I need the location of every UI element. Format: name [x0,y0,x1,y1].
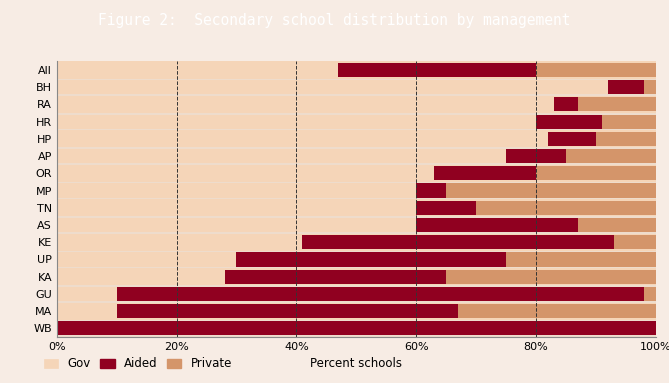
Bar [57,268,656,285]
Bar [57,61,656,79]
Bar [57,63,339,77]
Text: Figure 2:  Secondary school distribution by management: Figure 2: Secondary school distribution … [98,13,571,28]
Bar [607,80,644,94]
Bar [57,252,237,267]
Bar [644,80,656,94]
Bar [458,304,656,318]
Bar [536,166,656,180]
Bar [578,218,656,232]
Bar [57,130,656,147]
Bar [446,183,656,198]
Bar [57,96,656,113]
Bar [57,97,554,111]
Bar [416,183,446,198]
Legend: Gov, Aided, Private: Gov, Aided, Private [39,353,237,375]
Bar [57,218,416,232]
Bar [57,199,656,216]
Bar [225,270,446,284]
Bar [506,252,656,267]
Bar [57,183,416,198]
Bar [601,115,656,129]
Bar [578,97,656,111]
Bar [57,251,656,268]
Bar [57,149,506,163]
Bar [57,165,656,182]
Bar [566,149,656,163]
Bar [506,149,566,163]
Bar [554,97,578,111]
Bar [416,218,578,232]
Bar [57,235,302,249]
Bar [57,287,116,301]
Bar [57,285,656,303]
Bar [613,235,656,249]
Bar [57,320,656,337]
Bar [57,321,656,336]
Bar [57,182,656,199]
Bar [116,287,644,301]
Bar [57,80,607,94]
Bar [476,201,656,215]
Bar [57,166,434,180]
Bar [116,304,458,318]
X-axis label: Percent schools: Percent schools [310,357,402,370]
Bar [57,234,656,251]
Bar [57,79,656,96]
Bar [596,132,656,146]
Bar [57,147,656,165]
Bar [434,166,536,180]
Bar [416,201,476,215]
Bar [57,303,656,320]
Bar [57,216,656,234]
Bar [548,132,595,146]
Bar [57,132,548,146]
Bar [446,270,656,284]
Bar [339,63,536,77]
Bar [57,304,116,318]
Bar [57,115,536,129]
Bar [302,235,613,249]
Bar [57,113,656,130]
Bar [644,287,656,301]
Bar [536,63,656,77]
Bar [536,115,601,129]
Bar [237,252,506,267]
Bar [57,270,225,284]
Bar [57,201,416,215]
